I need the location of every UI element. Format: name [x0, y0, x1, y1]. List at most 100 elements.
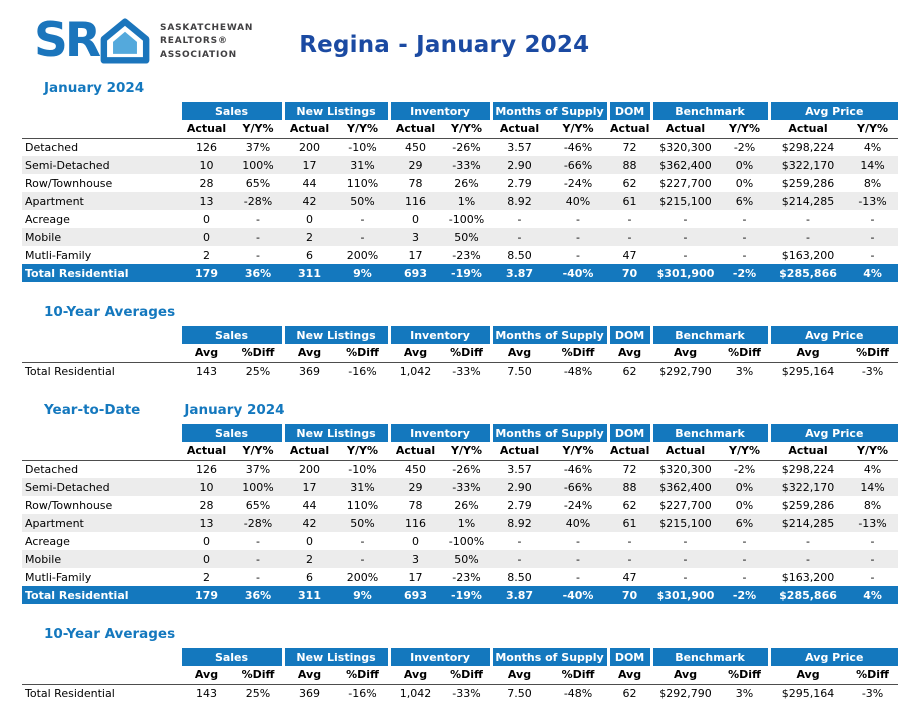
data-cell: -	[806, 534, 811, 548]
data-cell: $292,790	[659, 686, 712, 700]
data-cell: -24%	[563, 176, 593, 190]
data-cell: -	[517, 212, 522, 226]
data-cell: -3%	[861, 686, 884, 700]
data-cell: 10	[199, 480, 214, 494]
data-cell: -46%	[563, 140, 593, 154]
row-label: Mutli-Family	[25, 248, 92, 262]
data-cell: -	[683, 552, 688, 566]
table-row: Semi-Detached 10 100% 17 31% 29 -33% 2.90 -66% 88…	[22, 156, 899, 174]
subheader-cell: Avg	[608, 666, 652, 685]
table-row: Mobile 0 - 2 - 3 50% - - - - - - -	[22, 228, 899, 246]
stats-table-body: Detached 126 37% 200 -10% 450 -26% 3.57 -46% 72 $3…	[22, 460, 899, 604]
subheader-cell: Y/Y%	[548, 442, 609, 461]
sra-org-name: SASKATCHEWAN REALTORS® ASSOCIATION	[160, 22, 253, 63]
data-cell: -	[360, 552, 365, 566]
column-group-row: Sales New Listings Inventory Months of Supp…	[22, 648, 899, 666]
data-cell: 0	[203, 230, 210, 244]
data-cell: 47	[622, 570, 637, 584]
data-cell: 1%	[457, 516, 476, 530]
stats-section: 10-Year Averages Sales New Listings Invento…	[22, 304, 900, 380]
data-cell: $298,224	[781, 140, 835, 154]
data-cell: 50%	[454, 230, 479, 244]
table-row: Mutli-Family 2 - 6 200% 17 -23% 8.50 - 47 - - $163,2…	[22, 246, 898, 264]
corner-spacer	[22, 344, 180, 363]
column-group-row: Sales New Listings Inventory Months of Supp…	[22, 102, 899, 120]
column-group-header: Benchmark	[649, 424, 770, 442]
data-cell: -24%	[563, 498, 593, 512]
total-cell: $301,900	[651, 586, 721, 604]
data-cell: 143	[196, 364, 217, 378]
data-cell: 4%	[863, 140, 882, 154]
column-group-header: Inventory	[387, 326, 492, 344]
data-cell: -	[627, 534, 632, 548]
data-cell: 28	[199, 176, 214, 190]
column-group-header: New Listings	[281, 102, 389, 120]
total-cell: 3.87	[491, 586, 549, 604]
data-cell: 8%	[863, 498, 882, 512]
data-cell: -	[870, 212, 875, 226]
total-cell: -2%	[720, 586, 770, 604]
data-cell: -100%	[448, 212, 485, 226]
data-cell: 7.50	[507, 364, 532, 378]
data-cell: $215,100	[659, 516, 712, 530]
table-row: Mutli-Family 2 - 6 200% 17 -23% 8.50 - 47 - - $163,2…	[22, 568, 898, 586]
data-cell: -10%	[348, 140, 377, 154]
data-cell: 450	[405, 462, 426, 476]
data-cell: 2	[203, 570, 210, 584]
data-cell: -28%	[243, 194, 273, 208]
data-cell: -13%	[858, 194, 887, 208]
data-cell: $227,700	[659, 176, 712, 190]
data-cell: 6	[306, 248, 313, 262]
data-cell: -100%	[448, 534, 485, 548]
data-cell: 42	[302, 194, 317, 208]
data-cell: 31%	[350, 480, 375, 494]
data-cell: 1%	[457, 194, 476, 208]
data-cell: -2%	[733, 140, 756, 154]
data-cell: 61	[622, 516, 637, 530]
subheader-cell: Avg	[389, 344, 442, 363]
subheader-cell: %Diff	[442, 344, 492, 363]
data-cell: -	[742, 230, 747, 244]
data-cell: 8%	[863, 176, 882, 190]
house-icon	[100, 18, 150, 64]
data-cell: 110%	[346, 498, 379, 512]
subheader-cell: Y/Y%	[336, 442, 389, 461]
data-cell: $163,200	[781, 570, 835, 584]
subheader-cell: Actual	[769, 442, 848, 461]
subheader-cell: %Diff	[548, 666, 609, 685]
corner-spacer	[22, 326, 180, 344]
data-cell: 143	[196, 686, 217, 700]
corner-spacer	[22, 442, 180, 461]
table-row: Detached 126 37% 200 -10% 450 -26% 3.57 -46% 72 $3…	[22, 138, 898, 156]
row-label: Apartment	[25, 516, 84, 530]
stats-table: Sales New Listings Inventory Months of Supp…	[22, 326, 899, 380]
column-group-header: Benchmark	[649, 326, 770, 344]
data-cell: 0	[203, 552, 210, 566]
row-label: Detached	[25, 462, 79, 476]
report-body: January 2024 Sales New Listings Inventory Mo…	[22, 80, 900, 702]
data-cell: 100%	[242, 158, 274, 172]
data-cell: -33%	[452, 364, 481, 378]
subheader-cell: %Diff	[720, 344, 770, 363]
stats-table-body: Total Residential 143 25% 369 -16% 1,042 -33% 7…	[22, 362, 898, 380]
data-cell: 126	[196, 140, 217, 154]
corner-spacer	[22, 666, 180, 685]
data-cell: -46%	[563, 462, 593, 476]
data-cell: 13	[199, 516, 214, 530]
corner-spacer	[22, 424, 180, 442]
data-cell: -	[683, 534, 688, 548]
data-cell: 13	[199, 194, 214, 208]
report-page: SR SASKATCHEWAN REALTORS® ASSOCIATION Re…	[22, 17, 900, 702]
table-row: Row/Townhouse 28 65% 44 110% 78 26% 2.79 -24% 62 $…	[22, 496, 898, 514]
subheader-cell: %Diff	[847, 666, 899, 685]
total-cell: 4%	[847, 264, 899, 282]
sra-org-line: SASKATCHEWAN	[160, 22, 254, 33]
data-cell: 61	[622, 194, 637, 208]
data-cell: -	[870, 534, 875, 548]
column-group-header: Sales	[178, 648, 283, 666]
data-cell: 65%	[245, 498, 271, 512]
subheader-cell: Actual	[180, 442, 233, 461]
data-cell: -28%	[243, 516, 273, 530]
column-group-header: Inventory	[387, 424, 492, 442]
data-cell: 0	[306, 212, 313, 226]
